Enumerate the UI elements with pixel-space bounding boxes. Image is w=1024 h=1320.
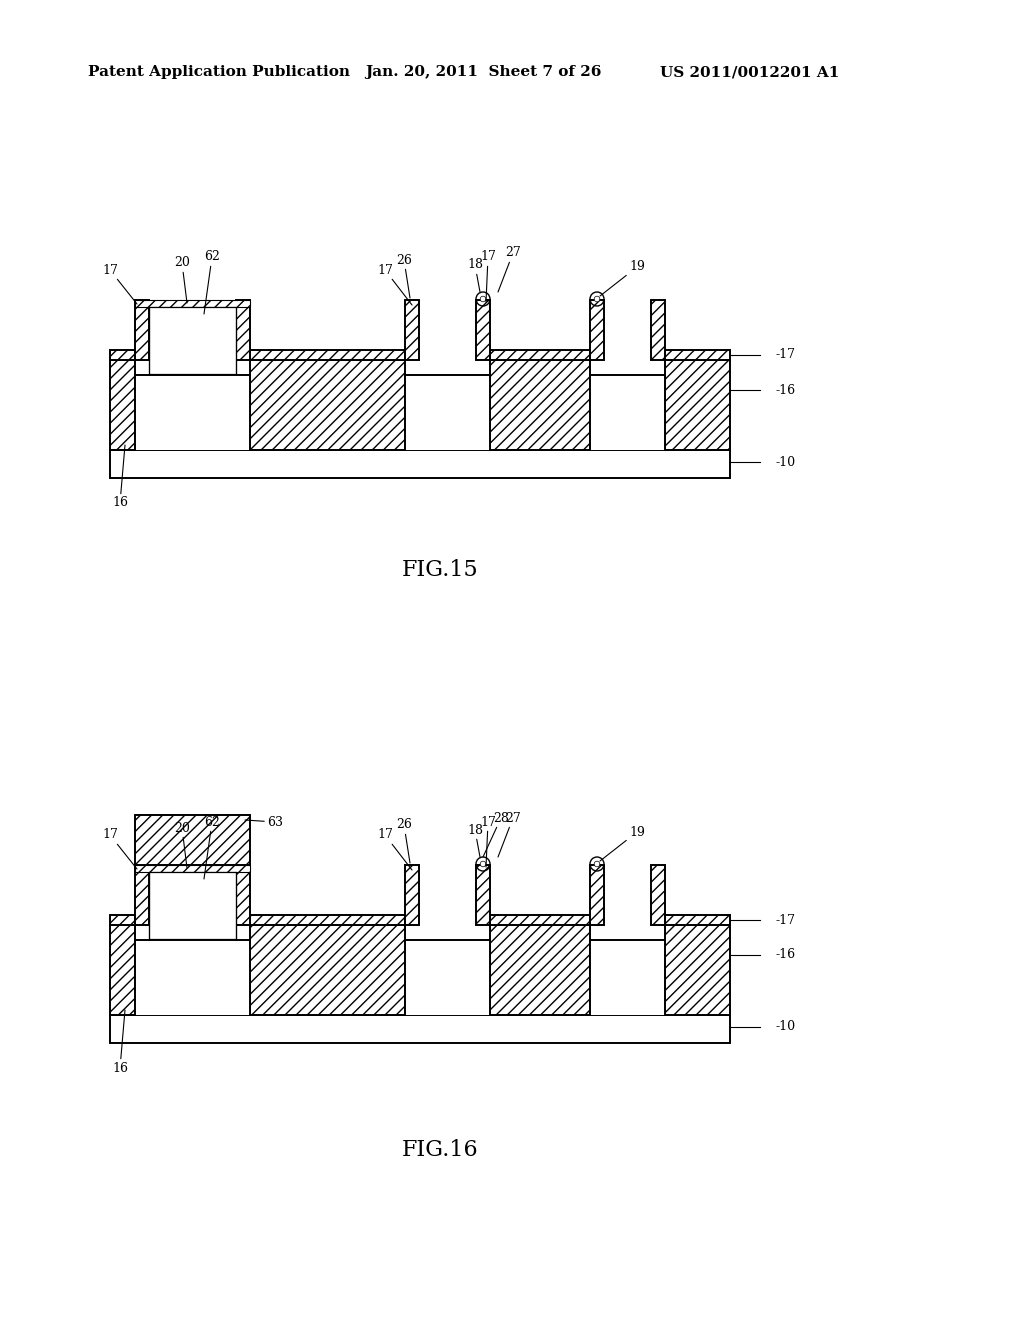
Bar	[135, 865, 250, 873]
Text: 19: 19	[600, 825, 645, 861]
Bar	[250, 350, 406, 360]
Bar	[110, 915, 135, 925]
Bar	[490, 350, 590, 360]
Bar	[236, 300, 250, 360]
Text: -16: -16	[775, 384, 795, 396]
Bar	[651, 865, 665, 925]
Text: Jan. 20, 2011  Sheet 7 of 26: Jan. 20, 2011 Sheet 7 of 26	[365, 65, 601, 79]
Bar	[665, 360, 730, 450]
Text: 26: 26	[396, 253, 412, 298]
Bar	[490, 360, 590, 450]
Text: 16: 16	[112, 1010, 128, 1074]
Text: 16: 16	[112, 445, 128, 510]
Text: 18: 18	[467, 824, 483, 857]
Text: 17: 17	[480, 816, 496, 867]
Text: FIG.16: FIG.16	[401, 1139, 478, 1162]
Bar	[665, 915, 730, 925]
Circle shape	[594, 861, 600, 867]
Circle shape	[480, 296, 485, 302]
Bar	[406, 865, 419, 925]
Text: 17: 17	[480, 251, 496, 302]
Bar	[651, 300, 665, 360]
Bar	[135, 865, 150, 925]
Bar	[110, 360, 135, 450]
Bar	[476, 300, 490, 360]
Bar	[250, 925, 406, 1015]
Text: FIG.15: FIG.15	[401, 558, 478, 581]
Text: -10: -10	[775, 455, 795, 469]
Text: 17: 17	[377, 829, 412, 870]
Bar	[665, 350, 730, 360]
Text: -17: -17	[775, 348, 795, 362]
Text: 26: 26	[396, 818, 412, 863]
Bar	[150, 873, 236, 939]
Text: Patent Application Publication: Patent Application Publication	[88, 65, 350, 79]
Text: -17: -17	[775, 913, 795, 927]
Text: 62: 62	[204, 251, 220, 314]
Bar	[250, 360, 406, 450]
Circle shape	[480, 861, 485, 867]
Circle shape	[594, 296, 600, 302]
Text: 17: 17	[377, 264, 412, 305]
Bar	[590, 940, 665, 1015]
Bar	[135, 814, 250, 865]
Text: 63: 63	[245, 816, 283, 829]
Text: 28: 28	[483, 812, 509, 857]
Text: 27: 27	[498, 247, 521, 292]
Text: 27: 27	[498, 812, 521, 857]
Bar	[590, 375, 665, 450]
Bar	[110, 450, 730, 478]
Bar	[476, 865, 490, 925]
Bar	[406, 300, 419, 360]
Bar	[250, 915, 406, 925]
Bar	[406, 375, 490, 450]
Bar	[590, 300, 604, 360]
Bar	[110, 1015, 730, 1043]
Bar	[665, 925, 730, 1015]
Bar	[236, 865, 250, 925]
Bar	[490, 925, 590, 1015]
Text: -10: -10	[775, 1020, 795, 1034]
Text: 62: 62	[204, 816, 220, 879]
Bar	[135, 300, 150, 360]
Text: 20: 20	[174, 821, 189, 869]
Bar	[110, 925, 135, 1015]
Text: 17: 17	[102, 264, 137, 304]
Bar	[135, 940, 250, 1015]
Bar	[110, 350, 135, 360]
Bar	[590, 865, 604, 925]
Bar	[150, 308, 236, 374]
Text: US 2011/0012201 A1: US 2011/0012201 A1	[660, 65, 840, 79]
Text: 20: 20	[174, 256, 189, 304]
Bar	[490, 915, 590, 925]
Bar	[135, 375, 250, 450]
Text: 17: 17	[102, 829, 137, 869]
Text: 18: 18	[467, 259, 483, 292]
Bar	[406, 940, 490, 1015]
Text: 19: 19	[600, 260, 645, 296]
Text: -16: -16	[775, 949, 795, 961]
Bar	[135, 300, 250, 308]
